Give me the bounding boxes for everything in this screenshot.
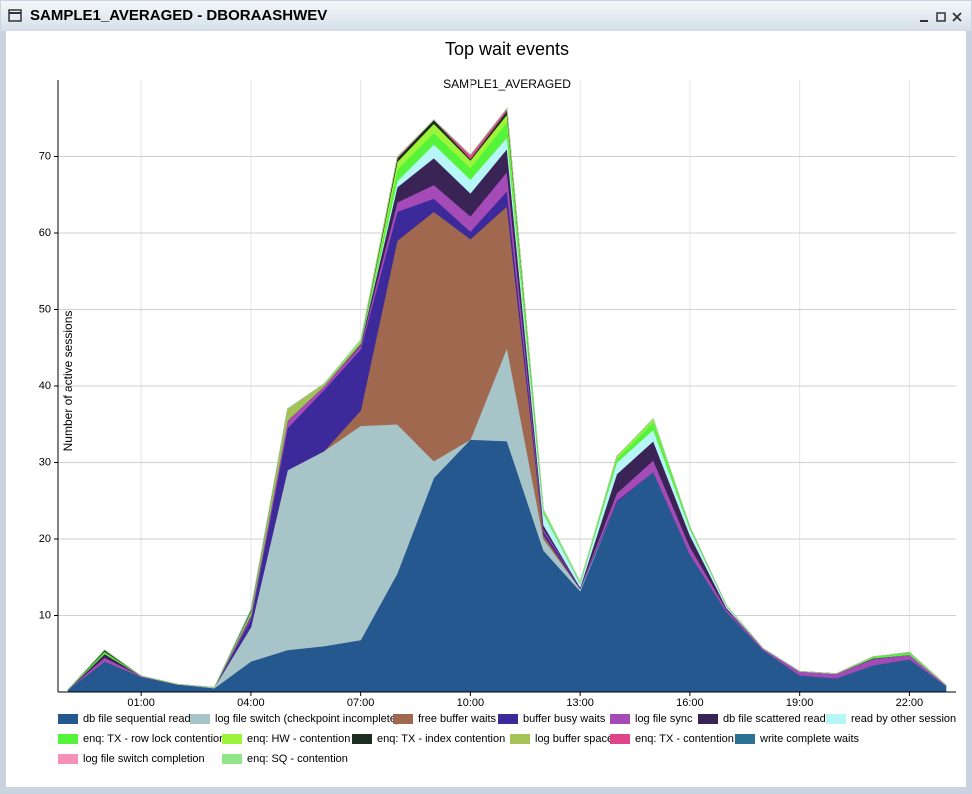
legend-label: enq: SQ - contention: [247, 753, 348, 765]
y-tick-label: 20: [39, 533, 51, 545]
legend-label: enq: HW - contention: [247, 733, 350, 745]
legend-label: log file switch (checkpoint incomplete): [215, 713, 400, 725]
x-tick-label: 19:00: [786, 697, 814, 709]
x-tick-label: 04:00: [237, 697, 265, 709]
window-title: SAMPLE1_AVERAGED - DBORAASHWEV: [30, 7, 327, 24]
x-tick-label: 01:00: [127, 697, 155, 709]
legend-swatch: [58, 734, 78, 744]
y-tick-label: 10: [39, 609, 51, 621]
y-tick-label: 70: [39, 150, 51, 162]
y-tick-label: 60: [39, 227, 51, 239]
plot: [58, 80, 956, 693]
legend-label: free buffer waits: [418, 713, 497, 725]
legend-swatch: [222, 734, 242, 744]
close-button[interactable]: [952, 12, 962, 22]
y-tick-label: 40: [39, 380, 51, 392]
legend-swatch: [735, 734, 755, 744]
legend-swatch: [610, 714, 630, 724]
legend-swatch: [190, 714, 210, 724]
legend-label: enq: TX - row lock contention: [83, 733, 225, 745]
legend-label: log buffer space: [535, 733, 613, 745]
legend-swatch: [352, 734, 372, 744]
legend-swatch: [393, 714, 413, 724]
maximize-button[interactable]: [936, 12, 946, 22]
legend-swatch: [58, 754, 78, 764]
chart-title: Top wait events: [445, 39, 569, 59]
legend-label: read by other session: [851, 713, 956, 725]
legend-label: db file sequential read: [83, 713, 191, 725]
x-tick-label: 13:00: [566, 697, 594, 709]
legend-label: log file sync: [635, 713, 693, 725]
y-tick-label: 50: [39, 303, 51, 315]
window-icon: [8, 9, 22, 22]
legend-swatch: [510, 734, 530, 744]
legend-label: enq: TX - index contention: [377, 733, 505, 745]
x-tick-label: 22:00: [896, 697, 924, 709]
legend-swatch: [826, 714, 846, 724]
y-axis-label: Number of active sessions: [61, 311, 75, 452]
x-tick-label: 16:00: [676, 697, 704, 709]
x-tick-label: 10:00: [457, 697, 485, 709]
area: [67, 107, 947, 690]
legend-swatch: [58, 714, 78, 724]
legend-swatch: [222, 754, 242, 764]
legend-label: buffer busy waits: [523, 713, 606, 725]
legend-swatch: [610, 734, 630, 744]
chart-subtitle: SAMPLE1_AVERAGED: [443, 77, 571, 91]
legend-swatch: [698, 714, 718, 724]
legend-label: db file scattered read: [723, 713, 826, 725]
legend-label: enq: TX - contention: [635, 733, 734, 745]
y-tick-label: 30: [39, 456, 51, 468]
legend-swatch: [498, 714, 518, 724]
x-tick-label: 07:00: [347, 697, 375, 709]
title-bar: [1, 1, 971, 31]
legend-label: write complete waits: [759, 733, 860, 745]
legend-label: log file switch completion: [83, 753, 205, 765]
